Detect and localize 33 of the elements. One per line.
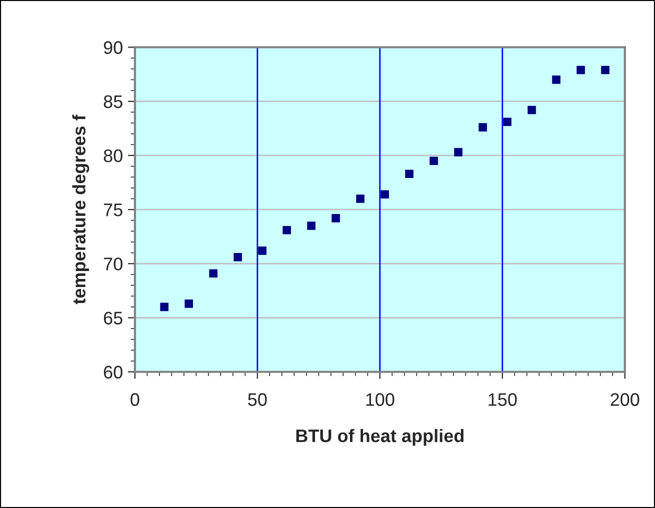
x-tick-label: 150 xyxy=(488,393,517,406)
x-axis-title: BTU of heat applied xyxy=(296,428,464,446)
point xyxy=(552,76,560,84)
y-tick-label: 80 xyxy=(104,149,122,162)
point xyxy=(258,246,266,255)
point xyxy=(307,222,316,230)
point xyxy=(528,106,536,114)
point xyxy=(454,148,462,156)
y-tick-label: 65 xyxy=(104,312,122,324)
y-tick-label: 75 xyxy=(104,204,122,216)
point xyxy=(356,194,364,203)
y-tick-label: 60 xyxy=(104,366,122,379)
point xyxy=(160,302,168,312)
point xyxy=(478,123,487,132)
point xyxy=(405,170,414,178)
point xyxy=(380,190,389,199)
point xyxy=(282,226,291,234)
point xyxy=(576,66,585,74)
x-tick-label: 0 xyxy=(130,393,140,406)
y-tick-label: 70 xyxy=(104,258,122,270)
point xyxy=(184,300,193,308)
y-axis-title: temperature degrees f xyxy=(72,114,90,304)
point xyxy=(209,269,218,278)
y-tick-label: 85 xyxy=(104,95,122,108)
y-tick-label: 90 xyxy=(104,41,122,54)
point xyxy=(503,118,512,126)
point xyxy=(601,66,610,74)
x-tick-label: 50 xyxy=(248,393,267,406)
x-tick-label: 200 xyxy=(610,393,640,406)
x-tick-label: 100 xyxy=(366,393,394,406)
point xyxy=(234,253,242,262)
point xyxy=(430,156,438,166)
point xyxy=(332,214,340,222)
